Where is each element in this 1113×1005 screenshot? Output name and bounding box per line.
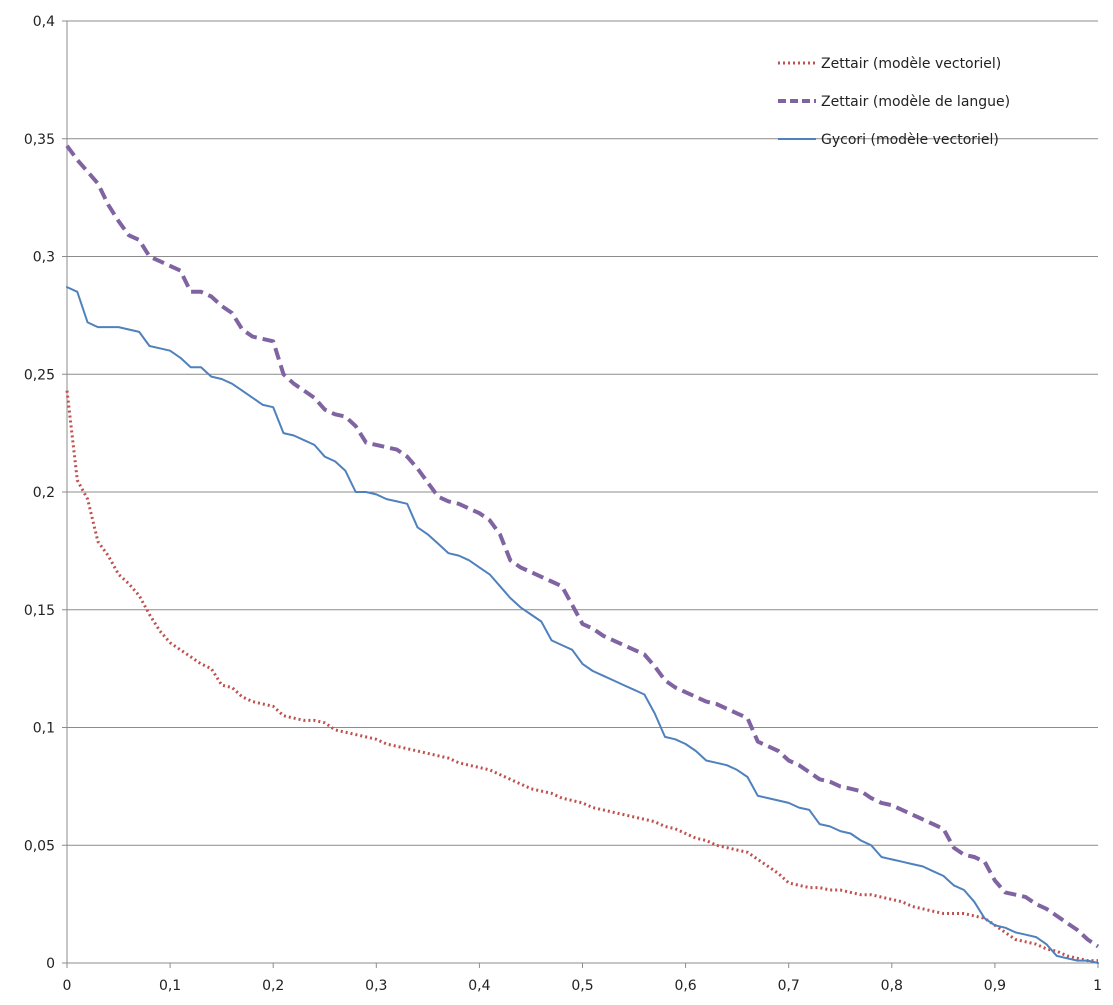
y-tick-label: 0,15	[24, 603, 55, 619]
y-tick-label: 0,35	[24, 132, 55, 148]
legend-label: Zettair (modèle vectoriel)	[821, 56, 1001, 72]
y-tick-label: 0,25	[24, 367, 55, 383]
x-tick-label: 0,7	[778, 978, 800, 994]
series-line-2	[65, 144, 1100, 949]
legend-item: Gycori (modèle vectoriel)	[778, 132, 999, 148]
legend-item: Zettair (modèle de langue)	[778, 94, 1010, 110]
y-tick-label: 0	[46, 956, 55, 972]
x-tick-label: 0,1	[159, 978, 181, 994]
x-tick-label: 0,2	[262, 978, 284, 994]
y-tick-label: 0,3	[33, 250, 55, 266]
series-lines	[65, 144, 1100, 964]
legend-label: Zettair (modèle de langue)	[821, 94, 1010, 110]
legend: Zettair (modèle vectoriel) Zettair (modèl…	[778, 56, 1010, 148]
y-tick-label: 0,1	[33, 721, 55, 737]
legend-item: Zettair (modèle vectoriel)	[778, 56, 1001, 72]
x-tick-label: 0	[63, 978, 72, 994]
legend-label: Gycori (modèle vectoriel)	[821, 132, 999, 148]
x-tick-label: 0,8	[881, 978, 903, 994]
x-tick-label: 0,5	[571, 978, 593, 994]
axes: 0 0,05 0,1 0,15 0,2 0,25 0,3 0,35 0,4 0 0,1 0,2 0,3 0…	[24, 14, 1102, 994]
x-tick-label: 0,3	[365, 978, 387, 994]
x-tick-label: 0,4	[468, 978, 490, 994]
gridlines	[67, 20, 1098, 846]
y-tick-label: 0,4	[33, 14, 55, 30]
x-tick-label: 1	[1093, 978, 1102, 994]
series-line-3	[66, 286, 1099, 964]
y-tick-label: 0,2	[33, 485, 55, 501]
x-tick-label: 0,9	[984, 978, 1006, 994]
x-tick-label: 0,6	[674, 978, 696, 994]
y-tick-label: 0,05	[24, 838, 55, 854]
